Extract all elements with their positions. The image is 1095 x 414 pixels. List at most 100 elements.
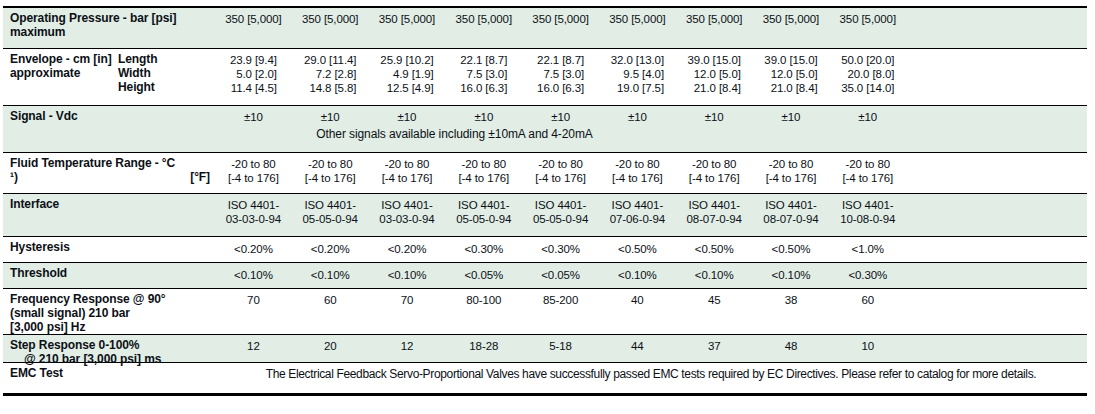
value-cell: 350 [5,000]	[676, 8, 753, 48]
value-cell: ±10	[753, 106, 830, 124]
value-cell: 22.1 [8.7]7.5 [3.0]16.0 [6.3]	[445, 49, 522, 105]
value-cell: <0.20%	[292, 237, 369, 262]
value-cells: <0.20% <0.20% <0.20% <0.30% <0.30% <0.50…	[215, 237, 906, 262]
value-cell: ISO 4401-05-05-0-94	[522, 194, 599, 236]
value-cell: ±10	[369, 106, 446, 124]
value-cell: 22.1 [8.7]7.5 [3.0]16.0 [6.3]	[522, 49, 599, 105]
value-cell: 39.0 [15.0]12.0 [5.0]21.0 [8.4]	[676, 49, 753, 105]
value-cell: 37	[676, 335, 753, 362]
value-cell: 48	[753, 335, 830, 362]
value-cell: <0.05%	[445, 263, 522, 288]
value-cell: <0.50%	[753, 237, 830, 262]
value-cell: ±10	[215, 106, 292, 124]
value-cells: 350 [5,000] 350 [5,000] 350 [5,000] 350 …	[215, 8, 906, 48]
value-cell: ±10	[829, 106, 906, 124]
value-cells: 12 20 12 18-28 5-18 44 37 48 10	[215, 335, 906, 362]
footnote-marker: ¹)	[10, 170, 18, 184]
label-fahrenheit-unit: [°F]	[190, 170, 210, 184]
value-cell: <0.30%	[829, 263, 906, 288]
value-cell: 70	[215, 289, 292, 334]
value-cell: <0.50%	[676, 237, 753, 262]
value-cell: ISO 4401-03-03-0-94	[369, 194, 446, 236]
value-cell: <1.0%	[829, 237, 906, 262]
value-cell: -20 to 80[-4 to 176]	[445, 153, 522, 193]
row-fluid-temperature: Fluid Temperature Range - °C ¹) [°F] -20…	[3, 153, 1087, 194]
value-cell: 350 [5,000]	[445, 8, 522, 48]
row-threshold: Threshold <0.10% <0.10% <0.10% <0.05% <0…	[3, 263, 1087, 289]
value-cell: ISO 4401-05-05-0-94	[292, 194, 369, 236]
value-cell: <0.30%	[445, 237, 522, 262]
value-cell: -20 to 80[-4 to 176]	[599, 153, 676, 193]
value-cell: -20 to 80[-4 to 176]	[292, 153, 369, 193]
value-cell: ±10	[522, 106, 599, 124]
row-emc-test: EMC Test The Electrical Feedback Servo-P…	[3, 363, 1087, 393]
value-cell: <0.20%	[369, 237, 446, 262]
value-cell: 44	[599, 335, 676, 362]
value-cell: <0.20%	[215, 237, 292, 262]
value-cell: 60	[292, 289, 369, 334]
value-cell: ±10	[599, 106, 676, 124]
value-cell: -20 to 80[-4 to 176]	[753, 153, 830, 193]
row-label-frequency-response: Frequency Response @ 90° (small signal) …	[3, 289, 215, 334]
value-cell: <0.10%	[369, 263, 446, 288]
row-label-hysteresis: Hysteresis	[3, 237, 215, 262]
label-line: maximum	[10, 25, 210, 39]
value-cells: 23.9 [9.4]5.0 [2.0]11.4 [4.5] 29.0 [11.4…	[215, 49, 906, 105]
row-hysteresis: Hysteresis <0.20% <0.20% <0.20% <0.30% <…	[3, 237, 1087, 263]
value-cell: 50.0 [20.0]20.0 [8.0]35.0 [14.0]	[829, 49, 906, 105]
value-cell: 12	[369, 335, 446, 362]
value-cell: -20 to 80[-4 to 176]	[369, 153, 446, 193]
value-cell: ±10	[676, 106, 753, 124]
value-cell: -20 to 80[-4 to 176]	[215, 153, 292, 193]
row-signal: Signal - Vdc ±10 ±10 ±10 ±10 ±10 ±10 ±10…	[3, 106, 1087, 153]
value-cell: 12	[215, 335, 292, 362]
value-cell: ISO 4401-05-05-0-94	[445, 194, 522, 236]
row-label-threshold: Threshold	[3, 263, 215, 288]
value-cells: ISO 4401-03-03-0-94 ISO 4401-05-05-0-94 …	[215, 194, 906, 236]
value-cell: 40	[599, 289, 676, 334]
value-cell: <0.10%	[599, 263, 676, 288]
value-cell: <0.50%	[599, 237, 676, 262]
row-frequency-response: Frequency Response @ 90° (small signal) …	[3, 289, 1087, 335]
value-cell: 45	[676, 289, 753, 334]
value-cell: 39.0 [15.0]12.0 [5.0]21.0 [8.4]	[753, 49, 830, 105]
signal-note: Other signals available including ±10mA …	[3, 124, 906, 141]
value-cell: ISO 4401-03-03-0-94	[215, 194, 292, 236]
value-cell: 350 [5,000]	[292, 8, 369, 48]
row-label-emc-test: EMC Test	[3, 363, 215, 393]
table-bottom-rule	[3, 393, 1087, 396]
value-cell: <0.05%	[522, 263, 599, 288]
row-interface: Interface ISO 4401-03-03-0-94 ISO 4401-0…	[3, 194, 1087, 237]
row-step-response: Step Response 0-100% @ 210 bar [3,000 ps…	[3, 335, 1087, 363]
value-cell: ISO 4401-07-06-0-94	[599, 194, 676, 236]
value-cell: 20	[292, 335, 369, 362]
value-cell: 350 [5,000]	[599, 8, 676, 48]
row-label-envelope: Envelope - cm [in] approximate Length Wi…	[3, 49, 215, 105]
value-cell: 60	[829, 289, 906, 334]
value-cell: ISO 4401-10-08-0-94	[829, 194, 906, 236]
value-cell: ISO 4401-08-07-0-94	[676, 194, 753, 236]
value-cell: 350 [5,000]	[753, 8, 830, 48]
row-label-operating-pressure: Operating Pressure - bar [psi] maximum	[3, 8, 215, 48]
row-label-fluid-temperature: Fluid Temperature Range - °C ¹) [°F]	[3, 153, 215, 193]
value-cell: <0.10%	[292, 263, 369, 288]
value-cell: 350 [5,000]	[522, 8, 599, 48]
spec-table: Operating Pressure - bar [psi] maximum 3…	[3, 6, 1087, 396]
value-cell: 350 [5,000]	[829, 8, 906, 48]
value-cell: 25.9 [10.2]4.9 [1.9]12.5 [4.9]	[369, 49, 446, 105]
value-cell: 29.0 [11.4]7.2 [2.8]14.8 [5.8]	[292, 49, 369, 105]
row-label-interface: Interface	[3, 194, 215, 236]
value-cell: 80-100	[445, 289, 522, 334]
value-cells: <0.10% <0.10% <0.10% <0.05% <0.05% <0.10…	[215, 263, 906, 288]
value-cell: 350 [5,000]	[215, 8, 292, 48]
value-cell: 18-28	[445, 335, 522, 362]
value-cell: 10	[829, 335, 906, 362]
value-cell: ISO 4401-08-07-0-94	[753, 194, 830, 236]
value-cell: 350 [5,000]	[369, 8, 446, 48]
value-cell: -20 to 80[-4 to 176]	[676, 153, 753, 193]
value-cell: -20 to 80[-4 to 176]	[829, 153, 906, 193]
value-cell: 5-18	[522, 335, 599, 362]
value-cell: 23.9 [9.4]5.0 [2.0]11.4 [4.5]	[215, 49, 292, 105]
datasheet-page: Operating Pressure - bar [psi] maximum 3…	[0, 0, 1095, 414]
label-line: Operating Pressure - bar [psi]	[10, 11, 210, 25]
